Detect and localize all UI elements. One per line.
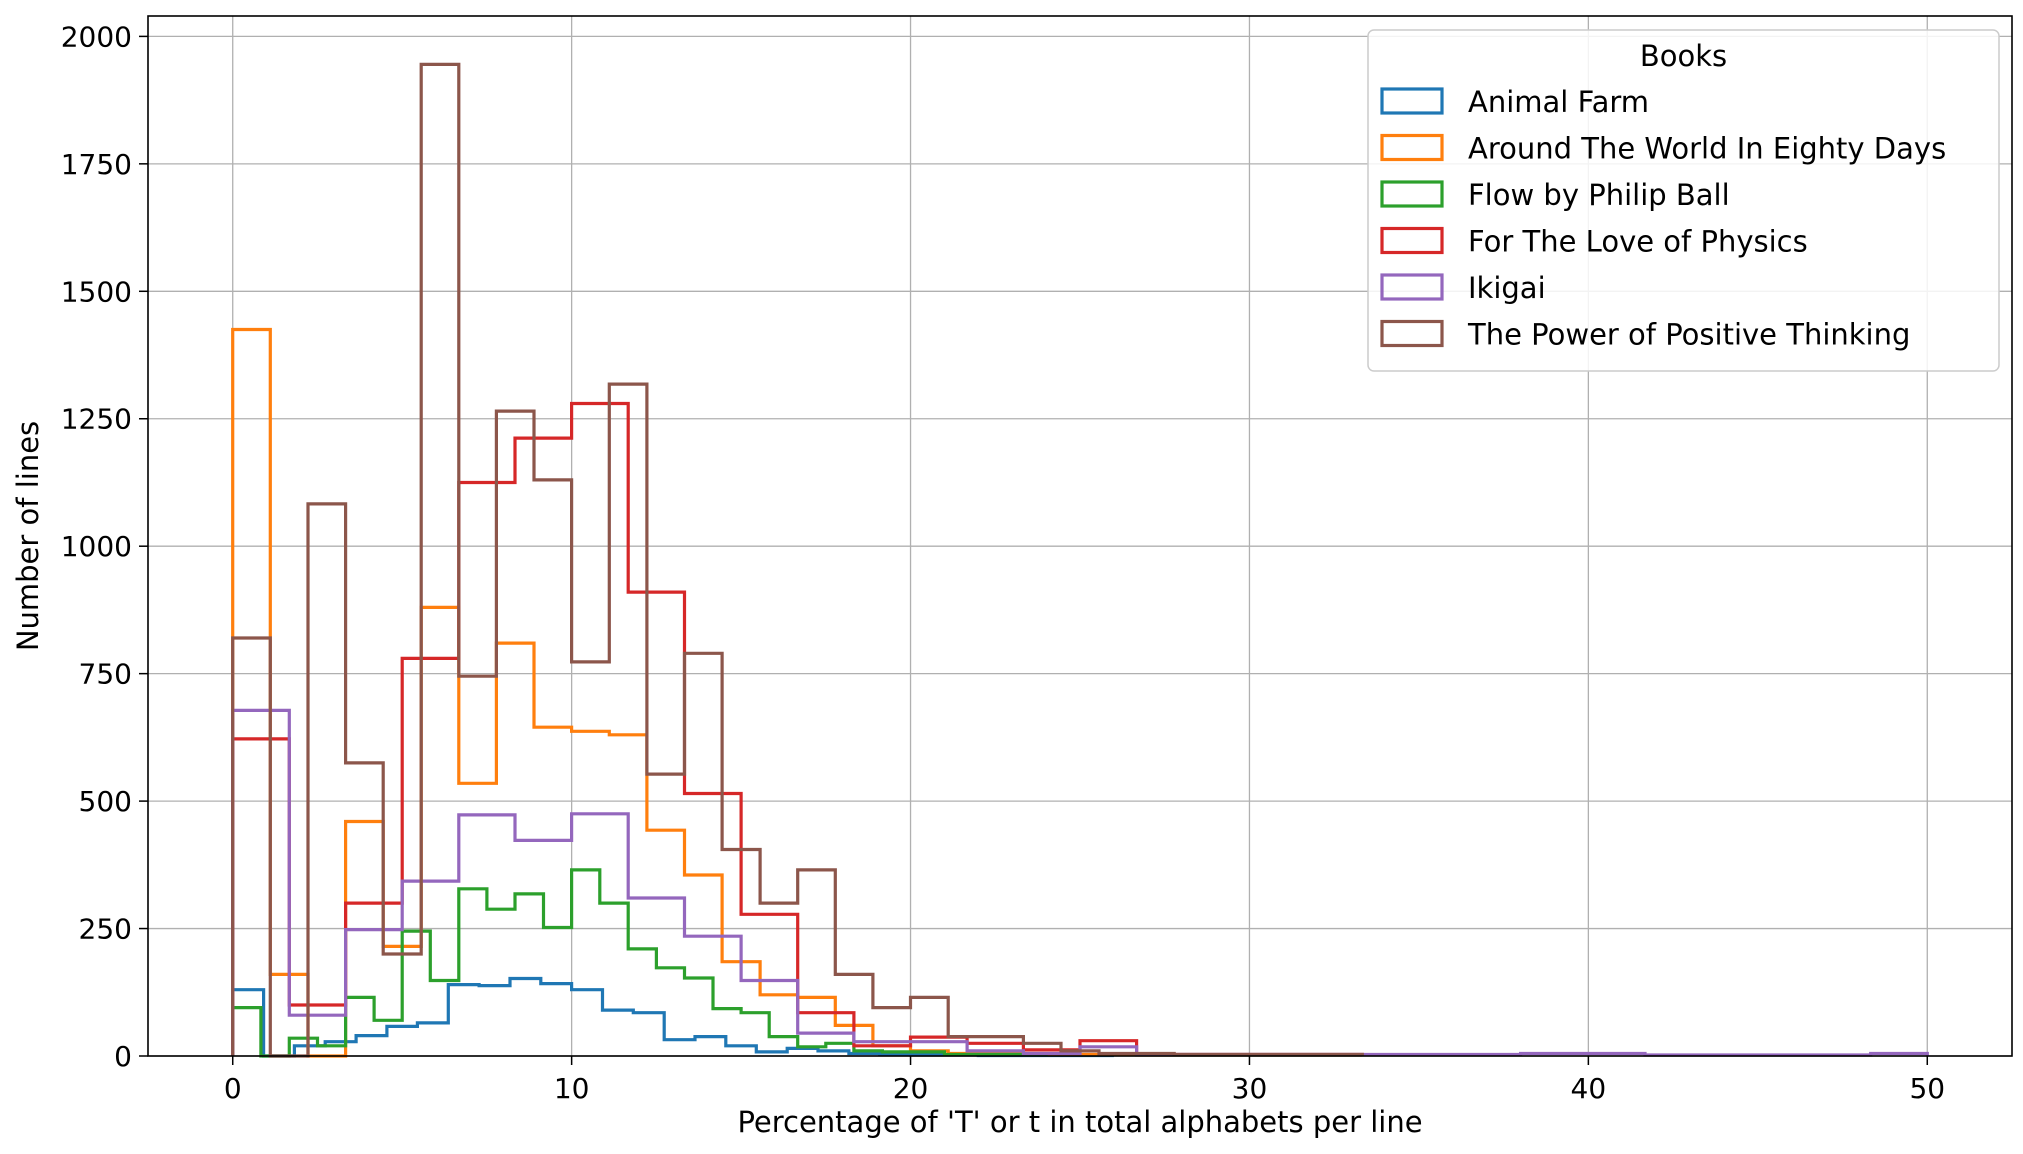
y-tick-label: 500	[79, 785, 132, 818]
legend-swatch	[1380, 180, 1444, 208]
legend-swatch	[1380, 133, 1444, 162]
legend-label: The Power of Positive Thinking	[1467, 318, 1910, 352]
y-tick-label: 750	[79, 658, 132, 691]
x-axis-label: Percentage of 'T' or t in total alphabet…	[737, 1105, 1422, 1139]
y-axis-label: Number of lines	[11, 421, 45, 651]
x-tick-label: 30	[1232, 1072, 1268, 1105]
y-tick-label: 1500	[61, 275, 132, 308]
histogram-series-2	[231, 868, 1048, 1058]
y-tick-label: 1250	[61, 403, 132, 436]
y-tick-label: 250	[79, 913, 132, 946]
y-tick-label: 0	[114, 1040, 132, 1073]
histogram-series-3	[231, 401, 1364, 1057]
legend-swatch	[1380, 87, 1444, 115]
plot-frame	[147, 15, 2013, 1057]
legend-title: Books	[1640, 39, 1727, 73]
legend-swatch	[1380, 226, 1444, 255]
legend-label: For The Love of Physics	[1468, 225, 1808, 259]
y-tick-label: 1750	[61, 148, 132, 181]
legend-swatch	[1380, 319, 1444, 348]
legend-label: Animal Farm	[1468, 85, 1649, 119]
legend: Books Animal Farm Around The World In Eig…	[1367, 29, 2000, 372]
histogram-series-5	[231, 62, 1364, 1058]
legend-swatch	[1380, 273, 1444, 301]
legend-label: Ikigai	[1468, 271, 1546, 305]
y-tick-label: 2000	[61, 20, 132, 53]
x-tick-label: 50	[1909, 1072, 1945, 1105]
x-tick-label: 20	[893, 1072, 929, 1105]
histogram-series-4	[231, 708, 1929, 1057]
x-tick-label: 10	[554, 1072, 590, 1105]
legend-box	[1367, 29, 2000, 372]
x-tick-label: 40	[1571, 1072, 1607, 1105]
y-axis-ticks: 0 250 500 750 1000 1250 1500 1750 2000	[61, 20, 148, 1073]
legend-label: Around The World In Eighty Days	[1468, 132, 1946, 166]
histogram-series-0	[231, 976, 1116, 1058]
legend-label: Flow by Philip Ball	[1468, 178, 1730, 212]
plot-series	[231, 62, 1929, 1058]
x-axis-ticks: 0 10 20 30 40 50	[224, 1056, 1945, 1105]
legend-items: Animal Farm Around The World In Eighty Da…	[1380, 85, 1946, 352]
y-tick-label: 1000	[61, 530, 132, 563]
x-tick-label: 0	[224, 1072, 242, 1105]
